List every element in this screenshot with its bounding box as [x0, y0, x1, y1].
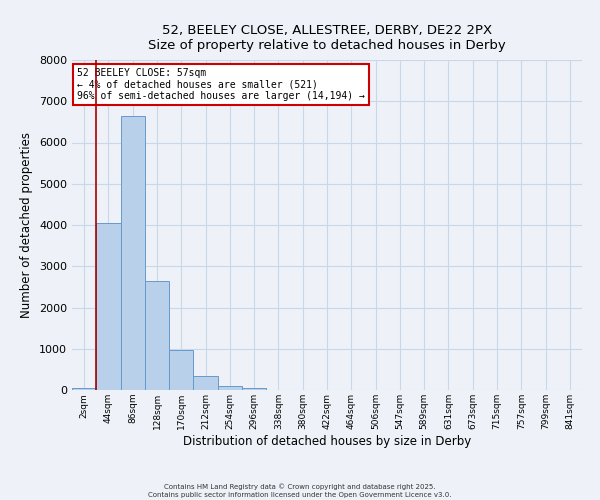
Bar: [242, 388, 266, 390]
X-axis label: Distribution of detached houses by size in Derby: Distribution of detached houses by size …: [183, 434, 471, 448]
Bar: [72, 388, 96, 390]
Bar: [193, 376, 218, 390]
Bar: [218, 386, 242, 390]
Bar: [96, 223, 121, 390]
Text: 52 BEELEY CLOSE: 57sqm
← 4% of detached houses are smaller (521)
96% of semi-det: 52 BEELEY CLOSE: 57sqm ← 4% of detached …: [77, 68, 365, 102]
Bar: [145, 280, 169, 390]
Title: 52, BEELEY CLOSE, ALLESTREE, DERBY, DE22 2PX
Size of property relative to detach: 52, BEELEY CLOSE, ALLESTREE, DERBY, DE22…: [148, 24, 506, 52]
Text: Contains HM Land Registry data © Crown copyright and database right 2025.
Contai: Contains HM Land Registry data © Crown c…: [148, 484, 452, 498]
Bar: [121, 116, 145, 390]
Bar: [169, 350, 193, 390]
Y-axis label: Number of detached properties: Number of detached properties: [20, 132, 34, 318]
